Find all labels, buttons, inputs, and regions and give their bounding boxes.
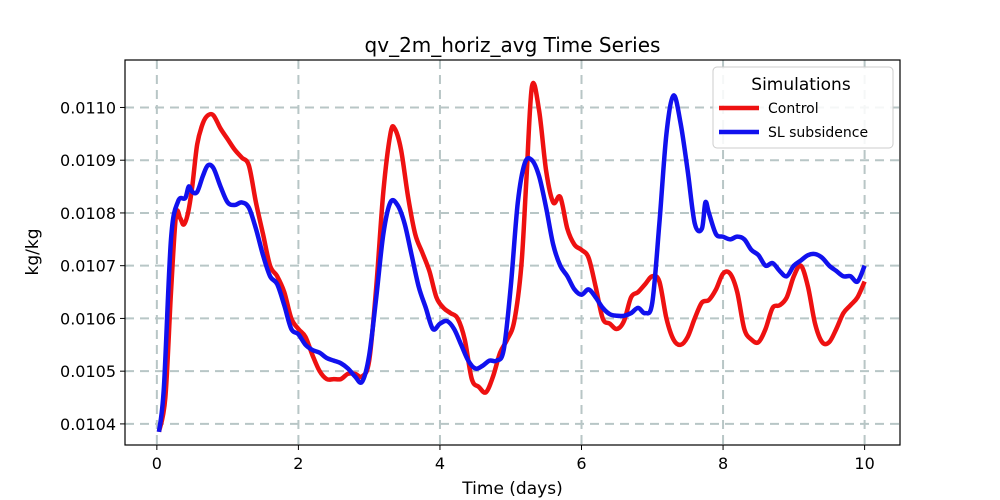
series-line-sl-subsidence xyxy=(156,93,867,433)
x-tick-label: 4 xyxy=(435,454,445,473)
series-lines xyxy=(156,80,867,433)
y-tick-label: 0.0109 xyxy=(60,151,116,170)
y-tick-label: 0.0108 xyxy=(60,204,116,223)
x-tick-label: 2 xyxy=(293,454,303,473)
x-tick-label: 6 xyxy=(576,454,586,473)
chart-title: qv_2m_horiz_avg Time Series xyxy=(365,33,661,57)
x-tick-label: 10 xyxy=(854,454,874,473)
plot-frame xyxy=(124,59,901,446)
y-axis-label: kg/kg xyxy=(23,229,43,276)
x-tick-label: 0 xyxy=(152,454,162,473)
legend-title: Simulations xyxy=(751,75,851,95)
axis-ticks: 0 2 4 6 8 10 0.0104 0.0105 0.0106 0.0107 0.0108 0.0… xyxy=(60,98,875,473)
legend: Simulations Control SL subsidence xyxy=(712,66,894,149)
x-tick-label: 8 xyxy=(718,454,728,473)
y-tick-label: 0.0107 xyxy=(60,257,116,276)
series-line-control xyxy=(156,80,867,433)
legend-label-sl-subsidence: SL subsidence xyxy=(768,125,868,141)
legend-box xyxy=(712,66,894,149)
y-tick-label: 0.0106 xyxy=(60,309,116,328)
y-tick-label: 0.0104 xyxy=(60,415,116,434)
y-tick-label: 0.0105 xyxy=(60,362,116,381)
legend-label-control: Control xyxy=(768,101,819,117)
x-axis-label: Time (days) xyxy=(461,479,562,499)
y-tick-label: 0.0110 xyxy=(60,98,116,117)
